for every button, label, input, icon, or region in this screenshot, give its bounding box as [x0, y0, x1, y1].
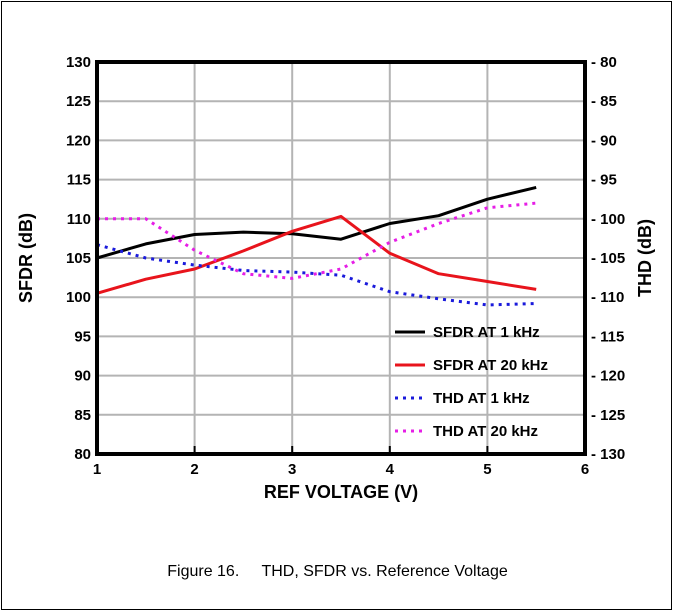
y-tick-label: 120: [66, 132, 91, 149]
x-tick-label: 6: [581, 461, 589, 478]
y-tick-label: 80: [74, 446, 91, 463]
series-line-1: [96, 185, 537, 260]
y2-tick-label: - 130: [591, 446, 625, 463]
legend: SFDR AT 1 kHz SFDR AT 20 kHz THD AT 1 kHz T…: [395, 324, 548, 440]
legend-label-3: THD AT 1 kHz: [433, 390, 530, 407]
chart: 1 2 3 4 5 6 130 125 120 115 110 105 100 95 90 85 80 - 80 -…: [16, 54, 655, 502]
ticks: 1 2 3 4 5 6 130 125 120 115 110 105 100 95 90 85 80 - 80 -…: [66, 54, 625, 478]
series-line-4: [97, 201, 537, 280]
y2-tick-label: - 100: [591, 211, 625, 228]
y2-tick-label: - 120: [591, 368, 625, 385]
y-tick-label: 115: [67, 172, 91, 189]
y2-axis-title: THD (dB): [635, 219, 655, 297]
y2-tick-label: - 85: [591, 93, 617, 110]
y-tick-label: 105: [66, 250, 91, 267]
y-tick-label: 85: [74, 407, 91, 424]
y-tick-label: 90: [74, 368, 91, 385]
legend-label-1: SFDR AT 1 kHz: [433, 324, 540, 341]
y2-tick-label: - 90: [591, 132, 617, 149]
y2-tick-label: - 80: [591, 54, 617, 71]
y2-tick-label: - 125: [591, 407, 625, 424]
x-tick-label: 1: [93, 461, 101, 478]
legend-label-4: THD AT 20 kHz: [433, 423, 538, 440]
figure-caption: Figure 16. THD, SFDR vs. Reference Volta…: [0, 563, 675, 581]
y-tick-label: 110: [67, 211, 91, 228]
y-axis-title: SFDR (dB): [16, 213, 36, 303]
y-tick-label: 95: [74, 328, 91, 345]
y2-tick-label: - 105: [591, 250, 625, 267]
series-layer: [96, 185, 537, 307]
figure-title: THD, SFDR vs. Reference Voltage: [261, 563, 508, 580]
legend-label-2: SFDR AT 20 kHz: [433, 357, 548, 374]
x-tick-label: 4: [386, 461, 395, 478]
y2-tick-label: - 95: [591, 172, 617, 189]
y-tick-label: 130: [66, 54, 91, 71]
x-tick-label: 5: [483, 461, 491, 478]
y2-tick-label: - 110: [591, 289, 624, 306]
grid: [97, 62, 585, 454]
y-tick-label: 125: [66, 93, 91, 110]
figure-number: Figure 16.: [167, 563, 240, 580]
y-tick-label: 100: [66, 289, 91, 306]
plot-frame: [95, 60, 587, 456]
x-tick-label: 2: [190, 461, 198, 478]
series-line-2: [96, 214, 537, 295]
x-axis-title: REF VOLTAGE (V): [264, 482, 418, 502]
x-tick-label: 3: [288, 461, 296, 478]
y2-tick-label: - 115: [591, 328, 624, 345]
